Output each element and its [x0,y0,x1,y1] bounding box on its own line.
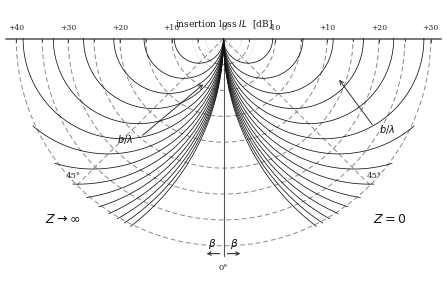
Text: +20: +20 [112,24,128,32]
Text: -10: -10 [269,24,282,32]
Text: +10: +10 [319,24,335,32]
Text: 45°: 45° [366,172,381,180]
Text: +10: +10 [164,24,180,32]
Text: insertion loss $IL$  [dB]: insertion loss $IL$ [dB] [174,19,273,31]
Text: +20: +20 [371,24,387,32]
Text: 45°: 45° [66,172,81,180]
Text: $Z=0$: $Z=0$ [373,213,406,227]
Text: $b/\lambda$: $b/\lambda$ [379,123,395,136]
Text: 0: 0 [221,24,226,32]
Text: $\beta$: $\beta$ [208,237,217,251]
Text: $Z\rightarrow\infty$: $Z\rightarrow\infty$ [45,213,80,227]
Text: +30: +30 [60,24,76,32]
Text: +40: +40 [8,24,24,32]
Text: $b/\lambda$: $b/\lambda$ [117,133,133,146]
Text: $\beta$: $\beta$ [230,237,239,251]
Text: 0°: 0° [219,264,228,272]
Text: +30: +30 [422,24,439,32]
